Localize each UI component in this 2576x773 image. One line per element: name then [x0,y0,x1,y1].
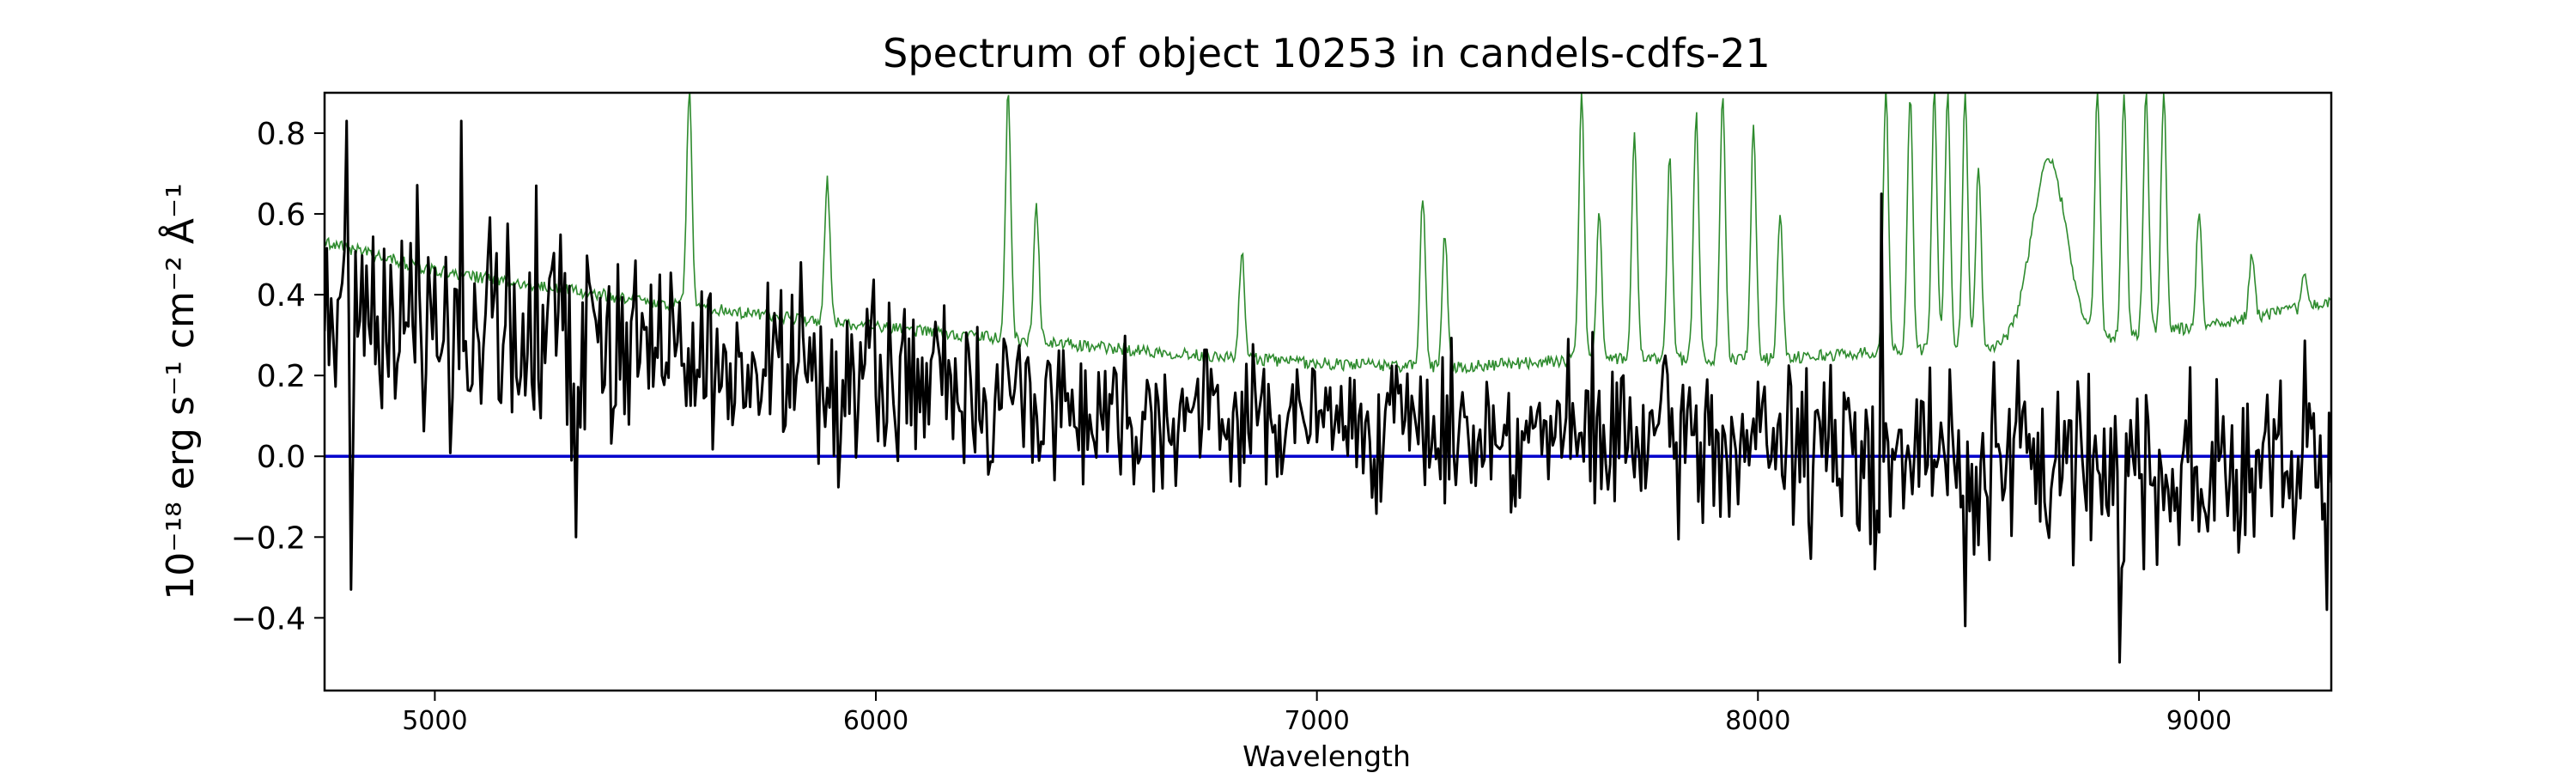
plot-area [325,93,2331,664]
x-tick-label: 5000 [402,706,467,736]
y-tick-label: 0.2 [257,359,306,394]
y-tick-label: −0.2 [231,520,306,556]
x-tick-label: 9000 [2166,706,2232,736]
x-tick-label: 8000 [1725,706,1790,736]
chart-title: Spectrum of object 10253 in candels-cdfs… [883,30,1771,76]
y-tick-label: 0.4 [257,278,306,313]
flux-spectrum-line [325,119,2331,664]
x-tick-label: 7000 [1284,706,1349,736]
x-tick-label: 6000 [843,706,908,736]
y-tick-label: 0.6 [257,198,306,233]
y-tick-label: 0.0 [257,440,306,475]
x-axis-ticks: 5000 6000 7000 8000 9000 [402,691,2232,736]
y-axis-label: 10⁻¹⁸ erg s⁻¹ cm⁻² Å⁻¹ [157,183,203,600]
y-axis-ticks: −0.4 −0.2 0.0 0.2 0.4 0.6 0.8 [231,117,325,636]
y-tick-label: 0.8 [257,117,306,152]
axes-frame [323,91,2333,692]
x-axis-label: Wavelength [1242,740,1411,773]
y-tick-label: −0.4 [231,601,306,636]
